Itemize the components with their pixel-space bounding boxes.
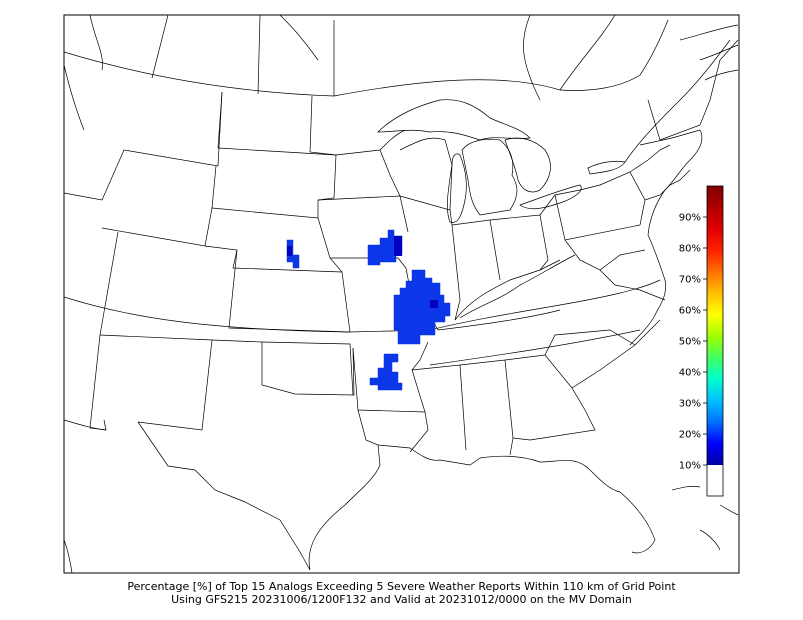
state-line	[261, 341, 354, 396]
caption-line-2: Using GFS215 20231006/1200F132 and Valid…	[171, 593, 632, 606]
lake-michigan	[447, 153, 467, 223]
louisiana-line	[377, 444, 481, 466]
colorbar-tick-label: 20%	[679, 430, 701, 441]
lake-superior	[377, 99, 531, 141]
colorbar-tick-label: 90%	[679, 213, 701, 224]
gulf-coast	[479, 455, 656, 554]
wisconsin-line	[399, 137, 453, 211]
state-line	[211, 339, 355, 396]
colorbar: 10% 20% 30% 40% 50% 60% 70% 80% 90%	[679, 185, 724, 497]
state-line	[539, 184, 601, 216]
state-line	[639, 129, 701, 146]
canada-east	[559, 19, 669, 91]
caption-line-1: Percentage [%] of Top 15 Analogs Exceedi…	[127, 580, 676, 593]
state-line	[204, 245, 351, 333]
state-line	[544, 329, 636, 356]
colorbar-tick-label: 30%	[679, 399, 701, 410]
lake-huron	[504, 137, 551, 193]
st-lawrence	[624, 39, 731, 163]
michigan-lower	[461, 138, 518, 216]
state-line	[309, 95, 337, 156]
state-line	[379, 149, 401, 197]
state-line	[459, 359, 514, 456]
prob-area-ok-ar	[369, 353, 403, 391]
state-line	[232, 249, 343, 273]
canada-province-line	[257, 15, 261, 95]
colorbar-tick-label: 80%	[679, 244, 701, 255]
state-line	[64, 419, 107, 431]
state-line	[317, 217, 351, 333]
cuba-hint	[699, 529, 721, 551]
state-line	[217, 91, 223, 149]
state-line	[659, 39, 739, 141]
ky-line	[437, 309, 561, 331]
probability-dark-cells	[287, 236, 438, 308]
state-line	[409, 411, 429, 453]
state-line	[599, 269, 666, 301]
lake-ontario	[587, 160, 626, 175]
colorbar-tick-label: 70%	[679, 275, 701, 286]
state-line	[599, 144, 671, 186]
prob-dark-cell	[287, 246, 292, 256]
colorbar-ticks: 10% 20% 30% 40% 50% 60% 70% 80% 90%	[679, 213, 707, 472]
prob-dark-cell	[394, 236, 402, 256]
state-line	[99, 334, 213, 431]
canada-province-line	[151, 15, 169, 79]
state-line	[64, 91, 223, 201]
colorbar-tick-label: 50%	[679, 337, 701, 348]
state-line	[335, 129, 406, 156]
state-line	[64, 296, 351, 333]
state-line	[89, 231, 119, 431]
canada-province-line	[333, 79, 561, 97]
state-line	[211, 147, 337, 219]
canada-province-line	[523, 15, 541, 101]
east-coast	[629, 129, 703, 346]
tn-line	[429, 329, 641, 366]
prob-area-missouri	[393, 269, 451, 345]
lake-erie	[519, 184, 582, 210]
ohio-river	[459, 254, 576, 319]
colorbar-tick-label: 40%	[679, 368, 701, 379]
probability-shading	[286, 229, 451, 391]
colorbar-tick-label: 60%	[679, 306, 701, 317]
florida-hint	[671, 485, 701, 491]
state-line	[554, 171, 646, 241]
texas-coast	[137, 409, 381, 571]
state-line	[571, 319, 661, 389]
colorbar-tick-label: 10%	[679, 461, 701, 472]
basemap-lines	[64, 15, 739, 573]
canada-province-line	[559, 15, 616, 91]
canada-border	[64, 20, 335, 97]
state-line	[330, 257, 407, 269]
colorbar-fill	[706, 185, 724, 497]
state-line	[352, 341, 429, 413]
state-line	[489, 214, 549, 271]
state-line	[454, 259, 561, 321]
state-line	[647, 99, 661, 141]
state-line	[101, 165, 217, 247]
prob-dark-cell	[430, 300, 438, 308]
